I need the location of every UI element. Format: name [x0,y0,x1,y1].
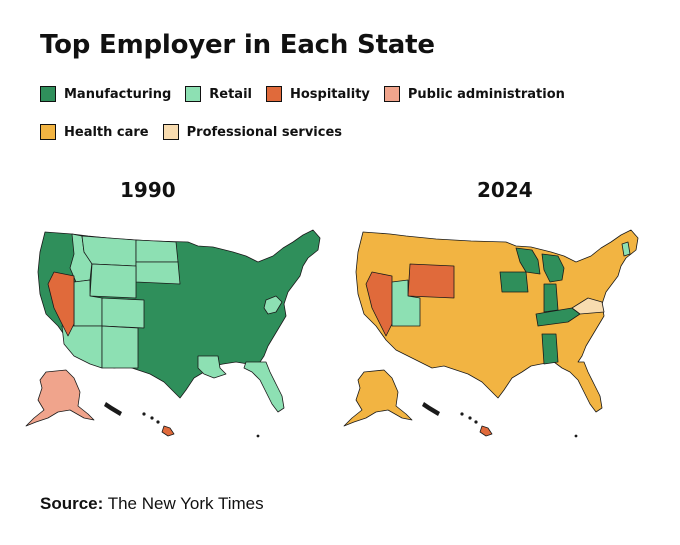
region-montana [81,235,137,267]
legend-label: Retail [209,86,252,102]
source-label: Source: [40,494,104,513]
region-iowa [499,271,529,293]
legend-label: Manufacturing [64,86,172,102]
legend-label: Public administration [407,86,565,102]
region-nevada [365,271,393,337]
region-wyoming [407,263,455,299]
year-label-2024: 2024 [477,178,533,202]
legend-swatch [383,86,400,102]
legend-label: Hospitality [289,86,370,102]
hawaii-islet [474,420,478,424]
hawaii-islet [468,416,472,420]
legend-item-professional-services: Professional services [162,122,343,142]
region-michigan [541,253,565,283]
legend-label: Professional services [186,124,343,140]
legend-swatch [40,124,56,140]
year-label-1990: 1990 [120,178,176,202]
legend-swatch [162,124,179,140]
region-hawaii [161,425,175,437]
map-dot [256,434,260,438]
chart-title: Top Employer in Each State [40,30,435,60]
legend-swatch [265,86,282,102]
region-virginia [571,297,605,315]
legend-swatch [40,86,56,102]
region-west_virginia [263,295,283,315]
legend-swatch [185,86,202,102]
region-north_dakota [135,239,179,263]
region-nevada [47,271,75,337]
alaska-islands [422,402,440,416]
legend-item-manufacturing: Manufacturing [40,84,171,104]
region-indiana [543,283,559,313]
region-alaska [343,369,413,427]
region-vermont [621,241,631,257]
alaska-islands [104,402,122,416]
region-kentucky [535,307,581,327]
legend: Manufacturing Retail Hospitality Public … [40,84,640,142]
region-louisiana [197,355,227,379]
region-colorado [101,297,145,329]
map-dot [574,434,578,438]
legend-label: Health care [64,124,149,140]
source-text: The New York Times [103,494,264,513]
hawaii-islet [142,412,146,416]
region-florida [243,361,285,413]
legend-item-retail: Retail [185,84,252,104]
legend-item-public-administration: Public administration [383,84,565,104]
source-line: Source: The New York Times [40,494,264,514]
hawaii-islet [150,416,154,420]
legend-item-health-care: Health care [40,122,149,142]
hawaii-islet [460,412,464,416]
us-map-2024 [343,229,639,438]
legend-item-hospitality: Hospitality [265,84,370,104]
region-utah [391,279,421,327]
region-wisconsin [515,247,541,275]
hawaii-islet [156,420,160,424]
us-map-1990 [25,229,321,438]
region-wyoming [89,263,137,299]
region-alabama [541,333,559,365]
region-new_mexico [101,325,139,369]
region-south_dakota [135,261,181,285]
region-hawaii [479,425,493,437]
region-alaska [25,369,95,427]
